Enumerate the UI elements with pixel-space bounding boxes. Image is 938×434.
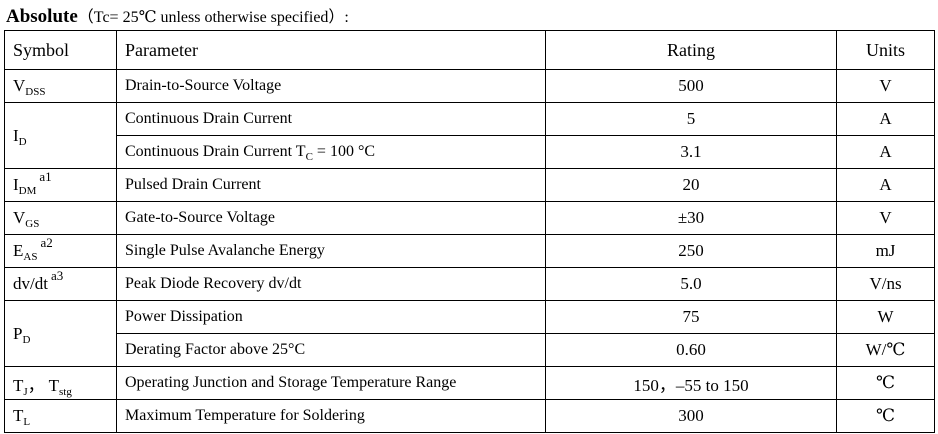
parameter-sub: C <box>305 151 313 163</box>
table-row: Derating Factor above 25°C 0.60 W/℃ <box>5 333 935 367</box>
parameter-cell: Continuous Drain Current TC = 100 °C <box>116 135 546 169</box>
symbol-cell: ID <box>4 102 117 169</box>
rating-cell: 5.0 <box>545 267 837 301</box>
symbol-cell: IDMa1 <box>4 168 117 202</box>
heading-condition: （Tc= 25℃ unless otherwise specified）: <box>77 9 349 26</box>
parameter-cell: Peak Diode Recovery dv/dt <box>116 267 546 301</box>
table-row: Continuous Drain Current TC = 100 °C 3.1… <box>5 135 935 169</box>
table-row: PD Power Dissipation 75 W <box>4 300 935 367</box>
parameter-cell: Single Pulse Avalanche Energy <box>116 234 546 268</box>
header-rating: Rating <box>545 30 837 70</box>
symbol-main: V <box>13 76 26 95</box>
symbol-cell: PD <box>4 300 117 367</box>
symbol-sub: DSS <box>25 86 46 98</box>
units-cell: W/℃ <box>836 333 935 367</box>
table-row: EASa2 Single Pulse Avalanche Energy 250 … <box>4 234 935 268</box>
symbol-main: I <box>13 175 19 194</box>
table-row: VGS Gate-to-Source Voltage ±30 V <box>4 201 935 235</box>
symbol-cell: VGS <box>4 201 117 235</box>
symbol-cell: dv/dt a3 <box>4 267 117 301</box>
table-row: IDMa1 Pulsed Drain Current 20 A <box>4 168 935 202</box>
symbol-sub: D <box>18 135 27 148</box>
units-cell: W <box>836 300 935 334</box>
symbol-main: dv/dt <box>13 274 48 293</box>
symbol-note: a1 <box>39 169 52 184</box>
parameter-cell: Power Dissipation <box>116 300 546 334</box>
table-row: TL Maximum Temperature for Soldering 300… <box>4 399 935 433</box>
units-cell: V/ns <box>836 267 935 301</box>
symbol-note: a2 <box>40 235 53 250</box>
symbol-cell: EASa2 <box>4 234 117 268</box>
rating-cell: 75 <box>545 300 837 334</box>
rating-cell: 300 <box>545 399 837 433</box>
rating-cell: 500 <box>545 69 837 103</box>
rating-cell: 0.60 <box>545 333 837 367</box>
parameter-cell: Gate-to-Source Voltage <box>116 201 546 235</box>
header-symbol: Symbol <box>4 30 117 70</box>
header-parameter: Parameter <box>116 30 546 70</box>
rating-cell: 3.1 <box>545 135 837 169</box>
symbol-main: T <box>13 375 24 395</box>
table-row: TJ， Tstg Operating Junction and Storage … <box>4 366 935 400</box>
rating-cell: 20 <box>545 168 837 202</box>
parameter-cell: Continuous Drain Current <box>116 102 546 136</box>
header-units: Units <box>836 30 935 70</box>
rating-cell: 150，–55 to 150 <box>545 366 837 400</box>
rating-cell: ±30 <box>545 201 837 235</box>
units-cell: A <box>836 102 935 136</box>
symbol-main: I <box>13 125 19 145</box>
parameter-cell: Operating Junction and Storage Temperatu… <box>116 366 546 400</box>
symbol-sub: stg <box>59 385 72 398</box>
units-cell: A <box>836 135 935 169</box>
table-row: ID Continuous Drain Current 5 A <box>4 102 935 169</box>
symbol-sub: J <box>23 385 28 398</box>
absolute-ratings-table: Symbol Parameter Rating Units VDSS Drain… <box>4 30 935 433</box>
symbol-sub: AS <box>23 251 38 263</box>
parameter-tail: = 100 °C <box>312 143 376 160</box>
symbol-main: P <box>13 323 23 343</box>
table-row: VDSS Drain-to-Source Voltage 500 V <box>4 69 935 103</box>
symbol-sub: GS <box>25 218 40 230</box>
table-heading: Absolute（Tc= 25℃ unless otherwise specif… <box>6 3 349 28</box>
parameter-cell: Maximum Temperature for Soldering <box>116 399 546 433</box>
parameter-main: Continuous Drain Current T <box>125 143 306 160</box>
parameter-cell: Pulsed Drain Current <box>116 168 546 202</box>
rating-cell: 250 <box>545 234 837 268</box>
symbol-main: V <box>13 208 26 227</box>
symbol-main: E <box>13 241 24 260</box>
units-cell: mJ <box>836 234 935 268</box>
symbol-sub: DM <box>18 185 37 197</box>
heading-title: Absolute <box>6 6 78 27</box>
units-cell: V <box>836 69 935 103</box>
table-header-row: Symbol Parameter Rating Units <box>4 30 935 70</box>
parameter-cell: Drain-to-Source Voltage <box>116 69 546 103</box>
units-cell: A <box>836 168 935 202</box>
units-cell: V <box>836 201 935 235</box>
symbol-cell: TJ， Tstg <box>4 366 117 400</box>
units-cell: ℃ <box>836 399 935 433</box>
symbol-cell: VDSS <box>4 69 117 103</box>
symbol-cell: TL <box>4 399 117 433</box>
units-cell: ℃ <box>836 366 935 400</box>
symbol-sub: D <box>22 333 31 346</box>
parameter-cell: Derating Factor above 25°C <box>116 333 546 367</box>
symbol-note: a3 <box>50 268 64 283</box>
table-row: dv/dt a3 Peak Diode Recovery dv/dt 5.0 V/… <box>4 267 935 301</box>
rating-cell: 5 <box>545 102 837 136</box>
symbol-separator: ， T <box>27 375 59 395</box>
symbol-sub: L <box>23 416 31 428</box>
symbol-main: T <box>13 406 24 425</box>
